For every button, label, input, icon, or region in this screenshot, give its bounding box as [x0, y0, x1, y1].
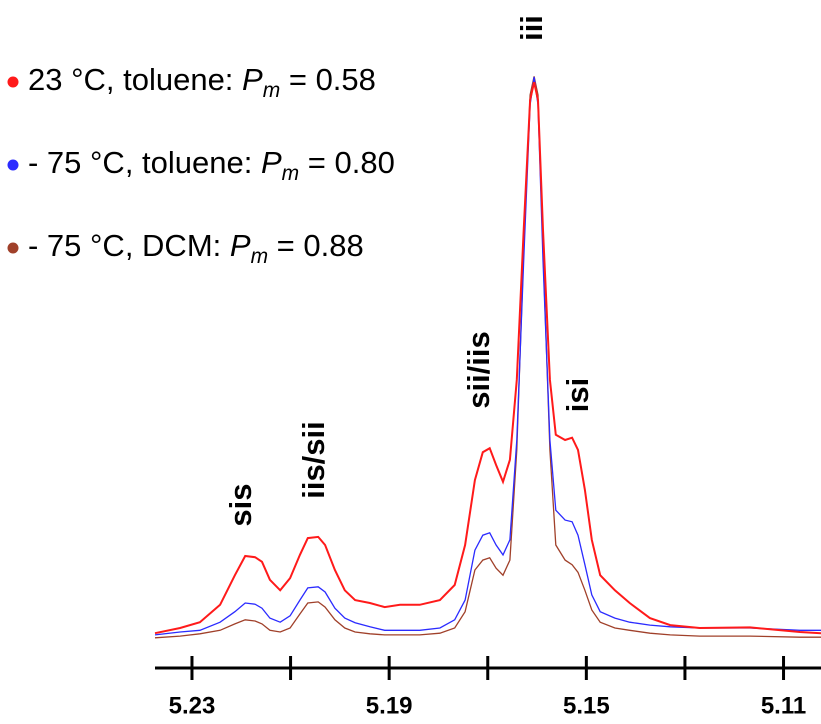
legend-label: - 75 °C, DCM: Pm = 0.88: [28, 228, 364, 267]
spectrum-line: [154, 76, 821, 636]
legend-marker: [7, 76, 19, 88]
legend-label: 23 °C, toluene: Pm = 0.58: [28, 62, 376, 101]
peak-label: sii/iis: [461, 331, 496, 409]
peak-label: isi: [560, 378, 595, 412]
x-tick-label: 5.19: [366, 692, 413, 719]
legend-marker: [7, 159, 19, 171]
peak-label: iis/sii: [296, 421, 331, 499]
legend-marker: [7, 242, 19, 254]
peak-label: iii: [514, 15, 549, 41]
legend-label: - 75 °C, toluene: Pm = 0.80: [28, 145, 395, 184]
x-tick-label: 5.15: [563, 692, 610, 719]
spectrum-line: [154, 81, 821, 635]
peak-label: sis: [223, 483, 258, 526]
spectrum-line: [154, 76, 821, 639]
x-tick-label: 5.23: [169, 692, 216, 719]
x-tick-label: 5.11: [761, 692, 806, 719]
